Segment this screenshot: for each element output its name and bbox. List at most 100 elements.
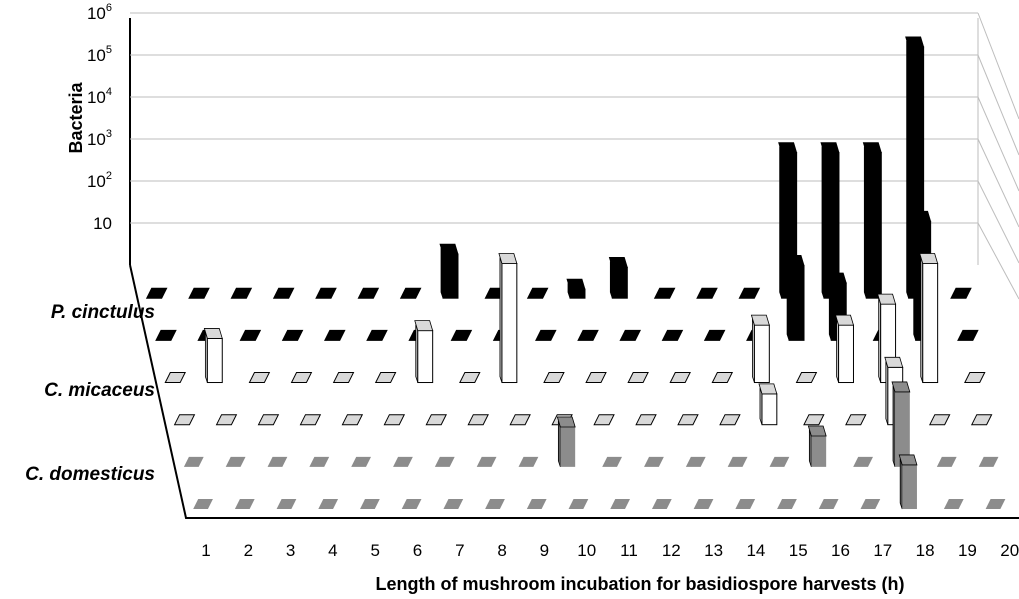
bar [602, 456, 623, 467]
chart-back-wall [129, 12, 1019, 300]
bar [803, 414, 825, 426]
y-tick-labels: 106 105 104 103 102 10 [87, 2, 112, 233]
bar [677, 414, 699, 426]
bar [164, 372, 186, 384]
bar [290, 372, 313, 384]
x-tick-label: 2 [244, 541, 253, 560]
bar [434, 456, 455, 467]
bar [467, 414, 489, 426]
row-label: C. micaceus [44, 380, 155, 401]
bar [936, 456, 957, 467]
bar [526, 287, 549, 299]
side-gridline [977, 180, 1019, 264]
bar [267, 456, 288, 467]
x-tick-label: 16 [831, 541, 850, 560]
bar [669, 372, 691, 384]
bar [943, 499, 964, 510]
y-tick-label: 103 [87, 128, 112, 149]
x-tick-label: 17 [873, 541, 892, 560]
bar [281, 329, 304, 341]
bar [366, 329, 388, 341]
bar [566, 278, 586, 299]
bar [964, 372, 986, 384]
chart-floor [129, 264, 1019, 519]
bar [653, 287, 676, 299]
bar [188, 287, 210, 299]
bar [543, 372, 565, 384]
row-label: C. domesticus [25, 464, 155, 485]
bar [450, 329, 473, 341]
bar [357, 287, 380, 299]
bar [401, 499, 422, 510]
bar [978, 456, 999, 467]
bar [568, 499, 589, 510]
x-tick-label: 11 [620, 541, 638, 560]
bar [651, 499, 672, 510]
bar [257, 414, 280, 426]
bar [750, 314, 770, 384]
x-axis-title: Length of mushroom incubation for basidi… [375, 574, 904, 594]
bar [635, 414, 657, 426]
x-tick-label: 4 [328, 541, 337, 560]
y-tick-label: 102 [87, 170, 112, 191]
bar [145, 287, 168, 299]
bar [891, 381, 911, 467]
bar [685, 456, 706, 467]
bar [795, 372, 818, 384]
y-tick-label: 10 [93, 214, 112, 233]
x-tick-label: 1 [201, 541, 210, 560]
bar [459, 372, 481, 384]
bar [399, 287, 422, 299]
x-tick-label: 7 [455, 541, 464, 560]
bar [425, 414, 447, 426]
bar [309, 456, 330, 467]
x-tick-labels: 1 2 3 4 5 6 7 8 9 10 11 12 13 14 15 16 17 18 19 20 [201, 541, 1019, 560]
row-labels: P. cinctulus C. micaceus C. domesticus [25, 302, 155, 485]
bar [414, 320, 434, 384]
bar [703, 329, 726, 341]
bar [644, 456, 664, 467]
x-tick-label: 8 [497, 541, 506, 560]
y-tick-label: 105 [87, 44, 112, 65]
bar [778, 142, 798, 299]
x-tick-label: 6 [413, 541, 422, 560]
y-tick-label: 106 [87, 2, 112, 23]
bar [439, 243, 459, 299]
bar [610, 499, 631, 510]
x-tick-label: 13 [704, 541, 723, 560]
bar [518, 456, 539, 467]
bar [476, 456, 497, 467]
bar [203, 328, 223, 384]
x-tick-label: 3 [286, 541, 295, 560]
bar [360, 499, 380, 510]
bar [919, 253, 939, 384]
x-tick-label: 10 [577, 541, 596, 560]
y-axis-title: Bacteria [66, 81, 86, 153]
bar [785, 255, 805, 341]
x-tick-label: 5 [370, 541, 379, 560]
bar [248, 372, 271, 384]
bar [374, 372, 397, 384]
bar [498, 253, 518, 384]
bar [577, 329, 599, 341]
bar [585, 372, 607, 384]
bar [215, 414, 238, 426]
x-tick-label: 19 [958, 541, 977, 560]
bar [230, 287, 253, 299]
bar [155, 329, 177, 341]
bar [950, 287, 972, 299]
bar [970, 414, 993, 426]
bar [898, 454, 918, 510]
side-gridline [977, 54, 1019, 156]
bar [807, 425, 827, 467]
bar [299, 414, 322, 426]
bar [608, 256, 628, 299]
bar [383, 414, 406, 426]
bar [351, 456, 372, 467]
bar [234, 499, 255, 510]
bar [777, 499, 797, 510]
bar [853, 456, 873, 467]
bar [341, 414, 364, 426]
bar [661, 329, 684, 341]
